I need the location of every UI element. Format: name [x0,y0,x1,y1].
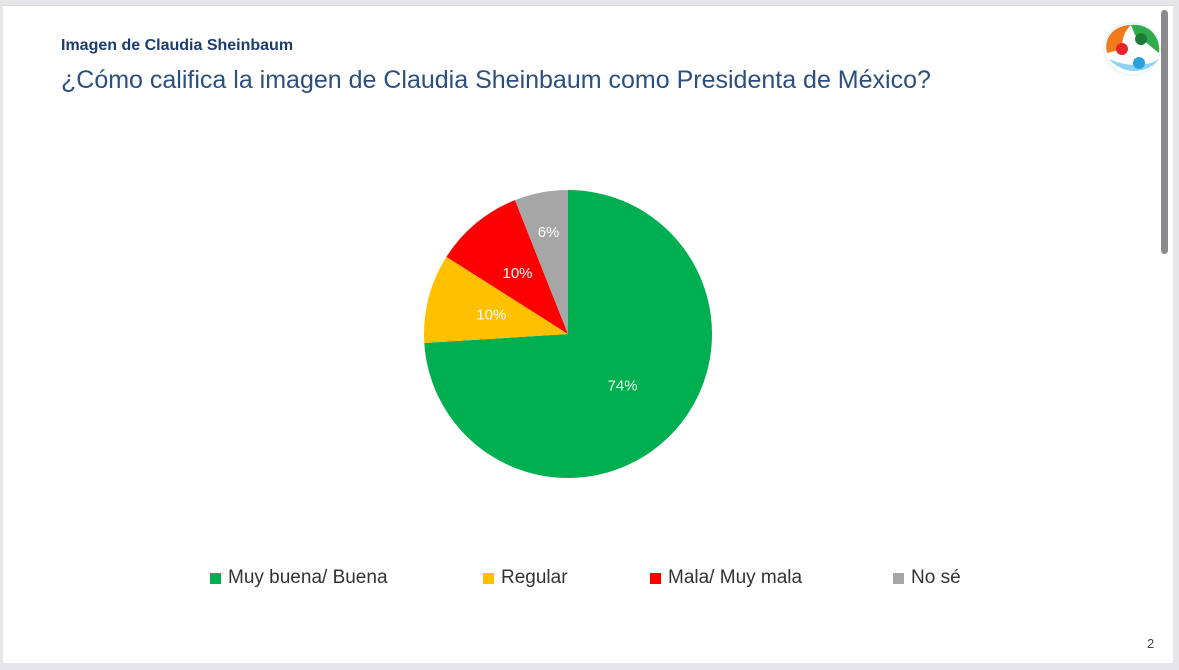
pie-data-label: 6% [538,224,560,241]
legend-label-no-se: No sé [911,567,961,588]
pie-slice-no-s [514,190,568,334]
pie-chart: 74% 10% 10% 6% [424,190,712,479]
pie-data-label: 10% [476,306,506,323]
legend-swatch-no-se [893,572,904,584]
pie-data-label: 10% [503,265,533,282]
brand-logo [1103,22,1161,76]
legend-label-muy-buena: Muy buena/ Buena [228,567,388,588]
pie-slice-regular [424,256,568,344]
legend-swatch-regular [483,572,494,584]
legend-item-muy-buena: Muy buena/ Buena [210,563,388,593]
logo-red-dot [1116,43,1128,55]
slide-subtitle: Imagen de Claudia Sheinbaum [61,37,294,54]
logo-white-swirl [1125,46,1147,56]
legend-swatch-mala [650,572,661,584]
pie-slice-muy-buena-buena [424,190,712,479]
legend-label-regular: Regular [501,567,568,588]
pie-slice-mala-muy-mala [446,200,568,334]
pie-data-labels: 74% 10% 10% 6% [476,224,637,394]
chart-legend: Muy buena/ Buena Regular Mala/ Muy mala … [3,563,1173,593]
legend-label-mala: Mala/ Muy mala [668,567,803,588]
page-number: 2 [1147,636,1155,651]
legend-item-mala: Mala/ Muy mala [650,563,802,593]
legend-item-no-se: No sé [893,563,961,593]
vertical-scrollbar[interactable] [1161,10,1168,254]
legend-item-regular: Regular [483,563,568,593]
logo-orange-shape [1106,25,1131,53]
slide: Imagen de Claudia Sheinbaum ¿Cómo califi… [3,5,1173,663]
pie-slices [424,190,712,479]
logo-blue-dot [1133,57,1145,69]
slide-title: ¿Cómo califica la imagen de Claudia Shei… [61,66,931,94]
legend-swatch-muy-buena [210,572,221,584]
pie-data-label: 74% [608,377,638,394]
logo-darkgreen-dot [1135,33,1147,45]
